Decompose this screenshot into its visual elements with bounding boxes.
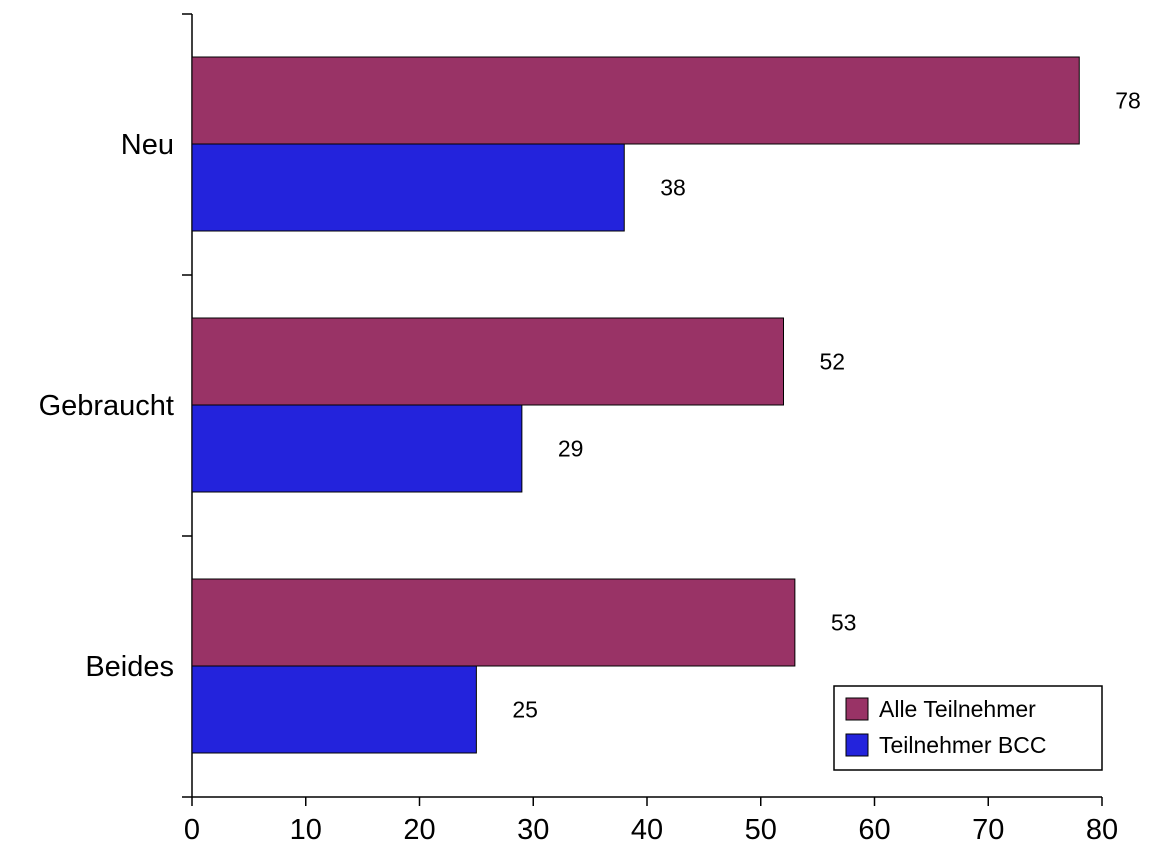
x-tick-label: 10 [290, 814, 322, 845]
legend-label: Teilnehmer BCC [879, 732, 1046, 758]
bar [191, 143, 625, 232]
category-label: Neu [121, 129, 174, 161]
legend-swatch [845, 697, 869, 721]
data-label: 78 [1115, 88, 1141, 114]
data-label: 53 [831, 610, 857, 636]
x-tick-label: 70 [972, 814, 1004, 845]
bar [191, 317, 784, 406]
legend-box [833, 685, 1103, 771]
x-tick-label: 0 [184, 814, 200, 845]
chart-labels: Neu 78 38 Gebraucht 52 29 Beides 53 25 [39, 88, 1141, 723]
data-label: 38 [660, 175, 686, 201]
bar [191, 665, 477, 754]
bar [191, 404, 523, 493]
chart-axes: 0 10 20 30 40 50 60 70 80 [182, 13, 1118, 845]
data-label: 52 [820, 349, 846, 375]
data-label: 25 [512, 697, 538, 723]
legend-swatch [845, 733, 869, 757]
x-tick-label: 80 [1086, 814, 1118, 845]
x-tick-label: 30 [517, 814, 549, 845]
x-tick-label: 50 [745, 814, 777, 845]
category-label: Beides [85, 651, 174, 683]
bar [191, 578, 796, 667]
x-tick-label: 20 [403, 814, 435, 845]
bar [191, 56, 1080, 145]
legend-label: Alle Teilnehmer [879, 696, 1036, 722]
category-label: Gebraucht [39, 390, 174, 422]
data-label: 29 [558, 436, 584, 462]
x-tick-label: 40 [631, 814, 663, 845]
x-tick-label: 60 [858, 814, 890, 845]
chart-legend: Alle Teilnehmer Teilnehmer BCC [833, 685, 1103, 771]
chart-bars [191, 56, 1080, 754]
